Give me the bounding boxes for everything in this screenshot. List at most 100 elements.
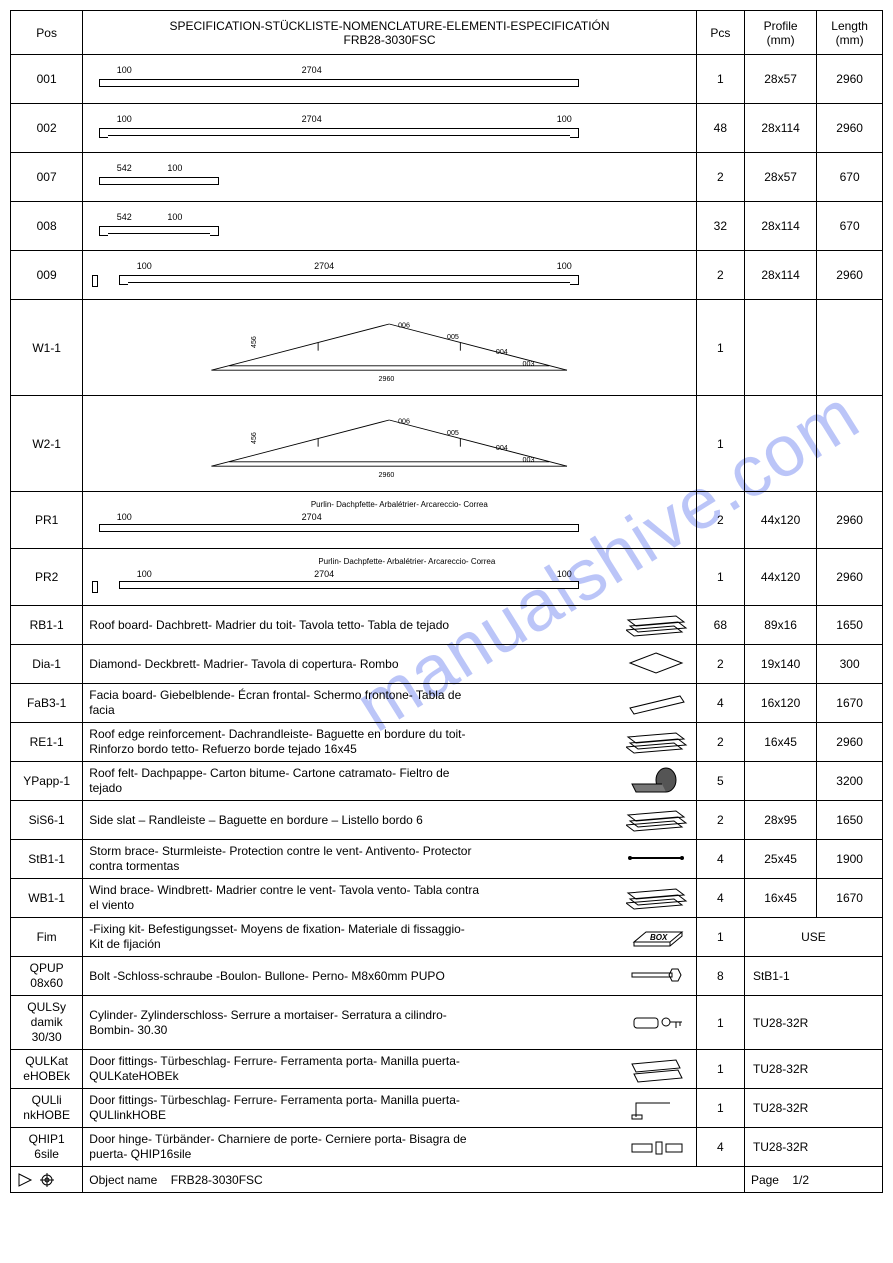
pcs-cell: 1 (696, 55, 744, 104)
pos-cell: W2-1 (11, 396, 83, 492)
pos-cell: QULKateHOBEk (11, 1050, 83, 1089)
spec-description: Cylinder- Zylinderschloss- Serrure a mor… (89, 1008, 479, 1038)
box-icon: BOX (626, 922, 690, 952)
svg-text:003: 003 (523, 359, 535, 367)
footer-page-cell: Page 1/2 (744, 1167, 882, 1193)
boards-icon (626, 727, 690, 757)
pos-cell: 007 (11, 153, 83, 202)
pos-cell: SiS6-1 (11, 801, 83, 840)
profile-cell: 28x114 (744, 202, 816, 251)
length-cell: 2960 (817, 104, 883, 153)
beam-drawing: 542100 (89, 163, 689, 191)
svg-text:2960: 2960 (379, 470, 395, 478)
pcs-cell: 2 (696, 251, 744, 300)
length-cell: 670 (817, 202, 883, 251)
pcs-cell: 4 (696, 684, 744, 723)
profile-cell: 16x45 (744, 879, 816, 918)
beam-shape (119, 275, 579, 283)
svg-text:BOX: BOX (650, 933, 668, 942)
use-merged-cell: USE (744, 918, 882, 957)
spec-description: Door fittings- Türbeschlag- Ferrure- Fer… (89, 1054, 479, 1084)
pos-cell: QULlinkHOBE (11, 1089, 83, 1128)
spec-description: Door hinge- Türbänder- Charniere de port… (89, 1132, 479, 1162)
dimension-label: 100 (549, 569, 579, 579)
purlin-caption: Purlin- Dachpfette- Arbalétrier- Arcarec… (267, 500, 531, 509)
spec-description: Facia board- Giebelblende- Écran frontal… (89, 688, 479, 718)
table-row: StB1-1 Storm brace- Sturmleiste- Protect… (11, 840, 883, 879)
object-name-value: FRB28-3030FSC (171, 1173, 263, 1187)
spec-cell: 006 005 004 003 456 2960 (83, 396, 696, 492)
beam-shape (99, 79, 579, 87)
spec-illustration (626, 1132, 690, 1162)
length-cell: 1900 (817, 840, 883, 879)
boards-icon (626, 610, 690, 640)
dimension-label: 100 (129, 569, 159, 579)
spec-description: Roof felt- Dachpappe- Carton bitume- Car… (89, 766, 479, 796)
table-row: PR11002704Purlin- Dachpfette- Arbalétrie… (11, 492, 883, 549)
table-row: QULSydamik30/30 Cylinder- Zylinderschlos… (11, 996, 883, 1050)
spec-cell: 006 005 004 003 456 2960 (83, 300, 696, 396)
boards-icon (626, 805, 690, 835)
svg-text:003: 003 (523, 455, 535, 463)
page-label: Page (751, 1173, 779, 1187)
object-name-label: Object name (89, 1173, 157, 1187)
pos-cell: RB1-1 (11, 606, 83, 645)
footer-object-name-cell: Object name FRB28-3030FSC (83, 1167, 745, 1193)
beam-shape (119, 581, 579, 589)
dimension-label: 2704 (294, 569, 354, 579)
specification-table: Pos SPECIFICATION-STÜCKLISTE-NOMENCLATUR… (10, 10, 883, 1193)
spec-description: Door fittings- Türbeschlag- Ferrure- Fer… (89, 1093, 479, 1123)
spec-cell: Cylinder- Zylinderschloss- Serrure a mor… (83, 996, 696, 1050)
pos-cell: W1-1 (11, 300, 83, 396)
cylinder-icon (626, 1008, 690, 1038)
spec-cell: Diamond- Deckbrett- Madrier- Tavola di c… (83, 645, 696, 684)
dimension-label: 100 (145, 212, 205, 222)
pos-cell: PR2 (11, 549, 83, 606)
truss-drawing: 006 005 004 003 456 2960 (89, 404, 689, 484)
hinge-icon (626, 1132, 690, 1162)
profile-cell: 16x120 (744, 684, 816, 723)
profile-cell (744, 396, 816, 492)
spec-cell: 542100 (83, 202, 696, 251)
ref-merged-cell: TU28-32R (744, 996, 882, 1050)
pcs-cell: 1 (696, 396, 744, 492)
profile-cell: 25x45 (744, 840, 816, 879)
length-cell: 1670 (817, 684, 883, 723)
pos-cell: 001 (11, 55, 83, 104)
pos-cell: 008 (11, 202, 83, 251)
ref-merged-cell: TU28-32R (744, 1050, 882, 1089)
profile-cell: 28x114 (744, 251, 816, 300)
pcs-cell: 5 (696, 762, 744, 801)
pcs-cell: 48 (696, 104, 744, 153)
spec-cell: Bolt -Schloss-schraube -Boulon- Bullone-… (83, 957, 696, 996)
spec-illustration (626, 649, 690, 679)
spec-description: Roof edge reinforcement- Dachrandleiste-… (89, 727, 479, 757)
col-header-pcs: Pcs (696, 11, 744, 55)
profile-cell: 19x140 (744, 645, 816, 684)
svg-text:006: 006 (398, 321, 410, 329)
svg-text:456: 456 (250, 432, 258, 444)
dimension-label: 2704 (282, 512, 342, 522)
diamond-icon (626, 649, 690, 679)
footer-row: Object name FRB28-3030FSC Page 1/2 (11, 1167, 883, 1193)
table-row: YPapp-1 Roof felt- Dachpappe- Carton bit… (11, 762, 883, 801)
pcs-cell: 32 (696, 202, 744, 251)
spec-illustration (626, 766, 690, 796)
spec-illustration: BOX (626, 922, 690, 952)
beam-drawing: 1002704100 (89, 114, 689, 142)
dimension-label: 100 (109, 512, 139, 522)
table-row: QPUP08x60 Bolt -Schloss-schraube -Boulon… (11, 957, 883, 996)
svg-text:006: 006 (398, 417, 410, 425)
pos-cell: 002 (11, 104, 83, 153)
pos-cell: 009 (11, 251, 83, 300)
table-row: 00210027041004828x1142960 (11, 104, 883, 153)
beam-drawing: 1002704100 (89, 261, 689, 289)
beam-shape (99, 128, 579, 136)
dimension-label: 100 (549, 114, 579, 124)
table-row: 0091002704100228x1142960 (11, 251, 883, 300)
length-unit: (mm) (823, 33, 876, 47)
length-label: Length (823, 19, 876, 33)
spec-cell: Door hinge- Türbänder- Charniere de port… (83, 1128, 696, 1167)
spec-title-line2: FRB28-3030FSC (89, 33, 689, 47)
pos-cell: FaB3-1 (11, 684, 83, 723)
